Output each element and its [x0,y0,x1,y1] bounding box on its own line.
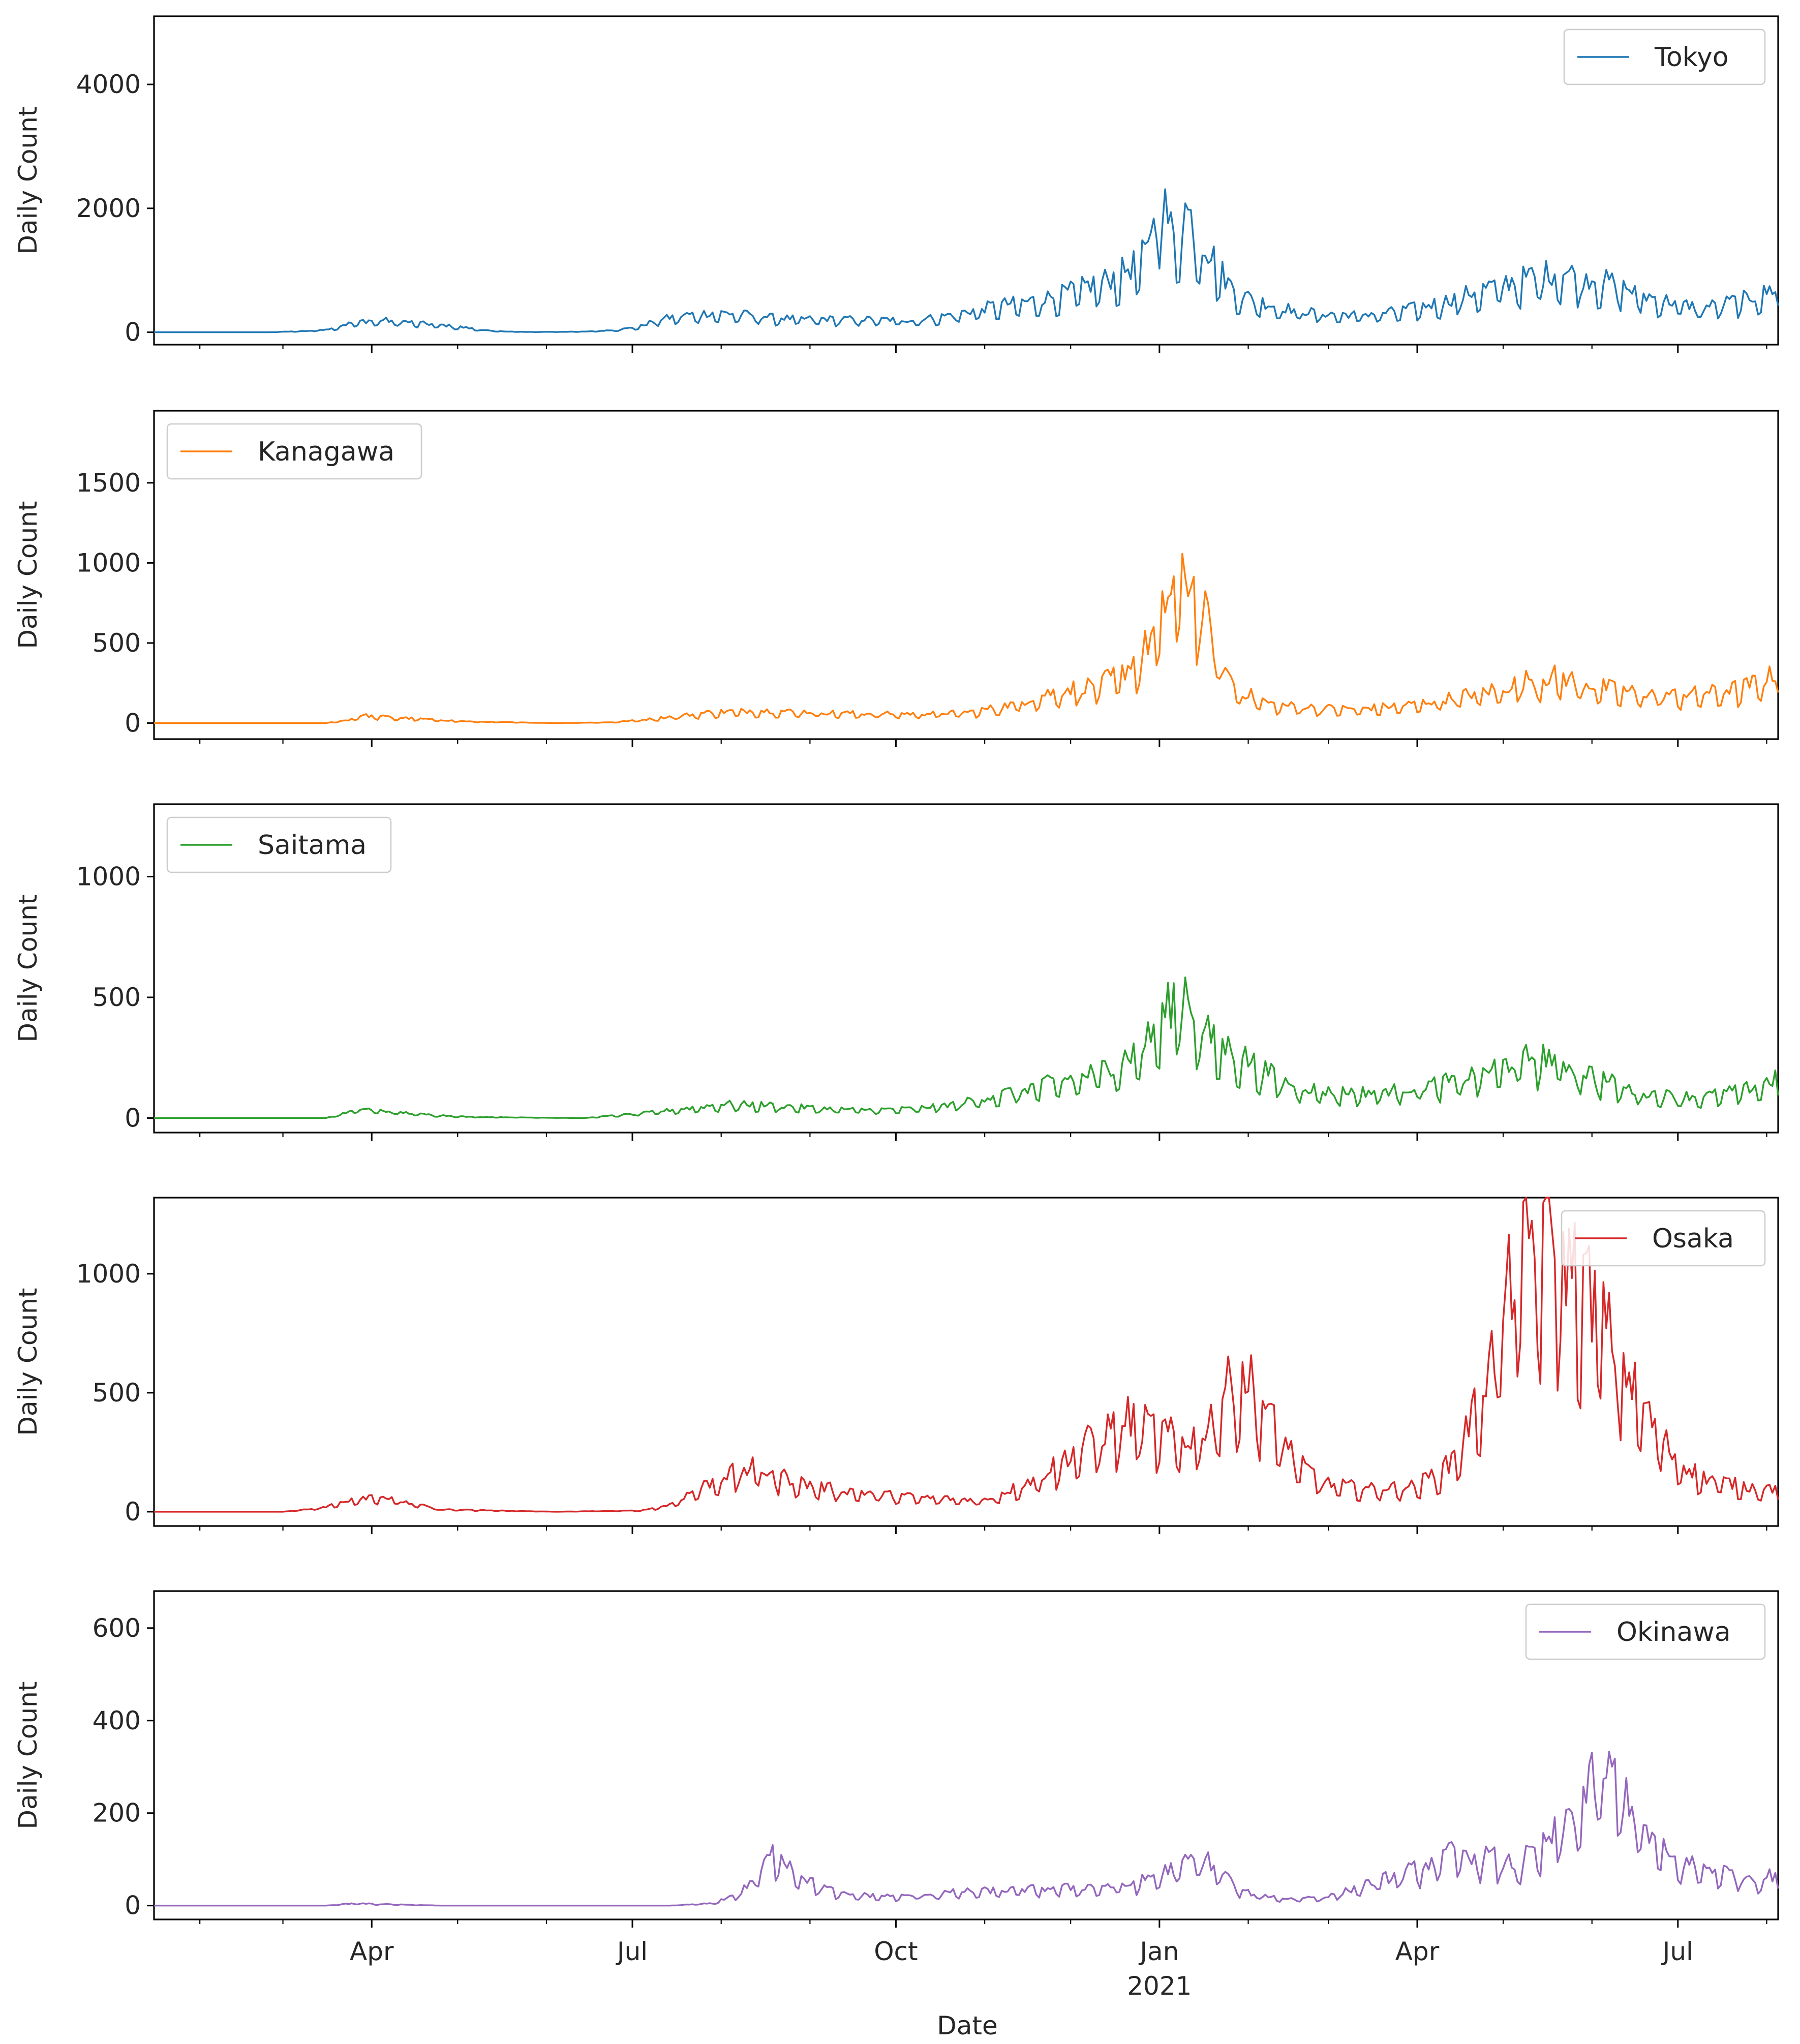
y-tick-label: 400 [93,1706,141,1735]
legend-label: Tokyo [1654,42,1729,73]
legend: Tokyo [1563,28,1766,85]
y-axis-label: Daily Count [13,1288,43,1436]
x-tick-label: Oct [874,1937,918,1966]
legend-box [1563,28,1766,85]
y-tick-label: 0 [125,1891,141,1920]
y-tick-label: 0 [125,708,141,738]
y-tick-label: 1000 [76,1259,141,1289]
y-axis-label: Daily Count [13,107,43,255]
legend-box [166,423,422,480]
y-tick-label: 1000 [76,862,141,892]
x-year-label: 2021 [1127,1971,1192,2001]
series-line-okinawa [154,1751,1779,1907]
series-line-tokyo [154,188,1779,333]
legend-box [1561,1210,1766,1267]
y-tick-label: 200 [93,1798,141,1828]
y-tick-label: 2000 [76,194,141,223]
y-tick-label: 0 [125,318,141,347]
x-tick-label: Apr [350,1937,394,1966]
y-tick-label: 1000 [76,548,141,577]
legend: Kanagawa [166,423,422,480]
x-tick-label: Jul [616,1937,648,1966]
subplot-tokyo: 0 2000 4000 Daily Count Tokyo [13,15,1779,353]
legend-label: Osaka [1652,1224,1734,1254]
legend-box [166,816,392,873]
y-tick-label: 1500 [76,468,141,498]
legend-label: Saitama [258,830,367,861]
y-tick-label: 600 [93,1613,141,1643]
legend: Osaka [1561,1210,1766,1267]
legend-label: Okinawa [1616,1617,1731,1648]
x-tick-label: Jan [1138,1937,1179,1966]
axes-frame [153,803,1779,1134]
axes-frame [153,410,1779,740]
legend: Okinawa [1525,1603,1766,1660]
series-line-osaka [154,1197,1779,1513]
y-tick-label: 500 [93,983,141,1012]
legend-box [1525,1603,1766,1660]
legend-label: Kanagawa [258,437,394,467]
y-axis-label: Daily Count [13,1682,43,1829]
y-axis-label: Daily Count [13,501,43,649]
x-axis-label: Date [937,2011,998,2040]
x-tick-label: Apr [1395,1937,1440,1966]
axes-frame [153,1197,1779,1527]
legend: Saitama [166,816,392,873]
y-tick-label: 500 [93,1378,141,1408]
y-tick-label: 500 [93,628,141,658]
axes-frame [153,1590,1779,1920]
x-tick-label: Jul [1661,1937,1693,1966]
shared-x-axis: Apr Jul Oct Jan Apr Jul 2021 Date [350,1937,1693,2040]
series-line-saitama [154,977,1779,1119]
subplot-osaka: 0 500 1000 Daily Count Osaka [13,1197,1779,1534]
series-line-kanagawa [154,553,1779,724]
y-tick-label: 0 [125,1497,141,1527]
subplot-okinawa: 0 200 400 600 Daily Count Okinawa [13,1590,1779,1928]
subplot-kanagawa: 0 500 1000 1500 Daily Count Kanagawa [13,410,1779,747]
y-axis-label: Daily Count [13,895,43,1043]
axes-frame [153,15,1779,346]
subplot-saitama: 0 500 1000 Daily Count Saitama [13,803,1779,1141]
y-tick-label: 4000 [76,70,141,99]
y-tick-label: 0 [125,1104,141,1133]
